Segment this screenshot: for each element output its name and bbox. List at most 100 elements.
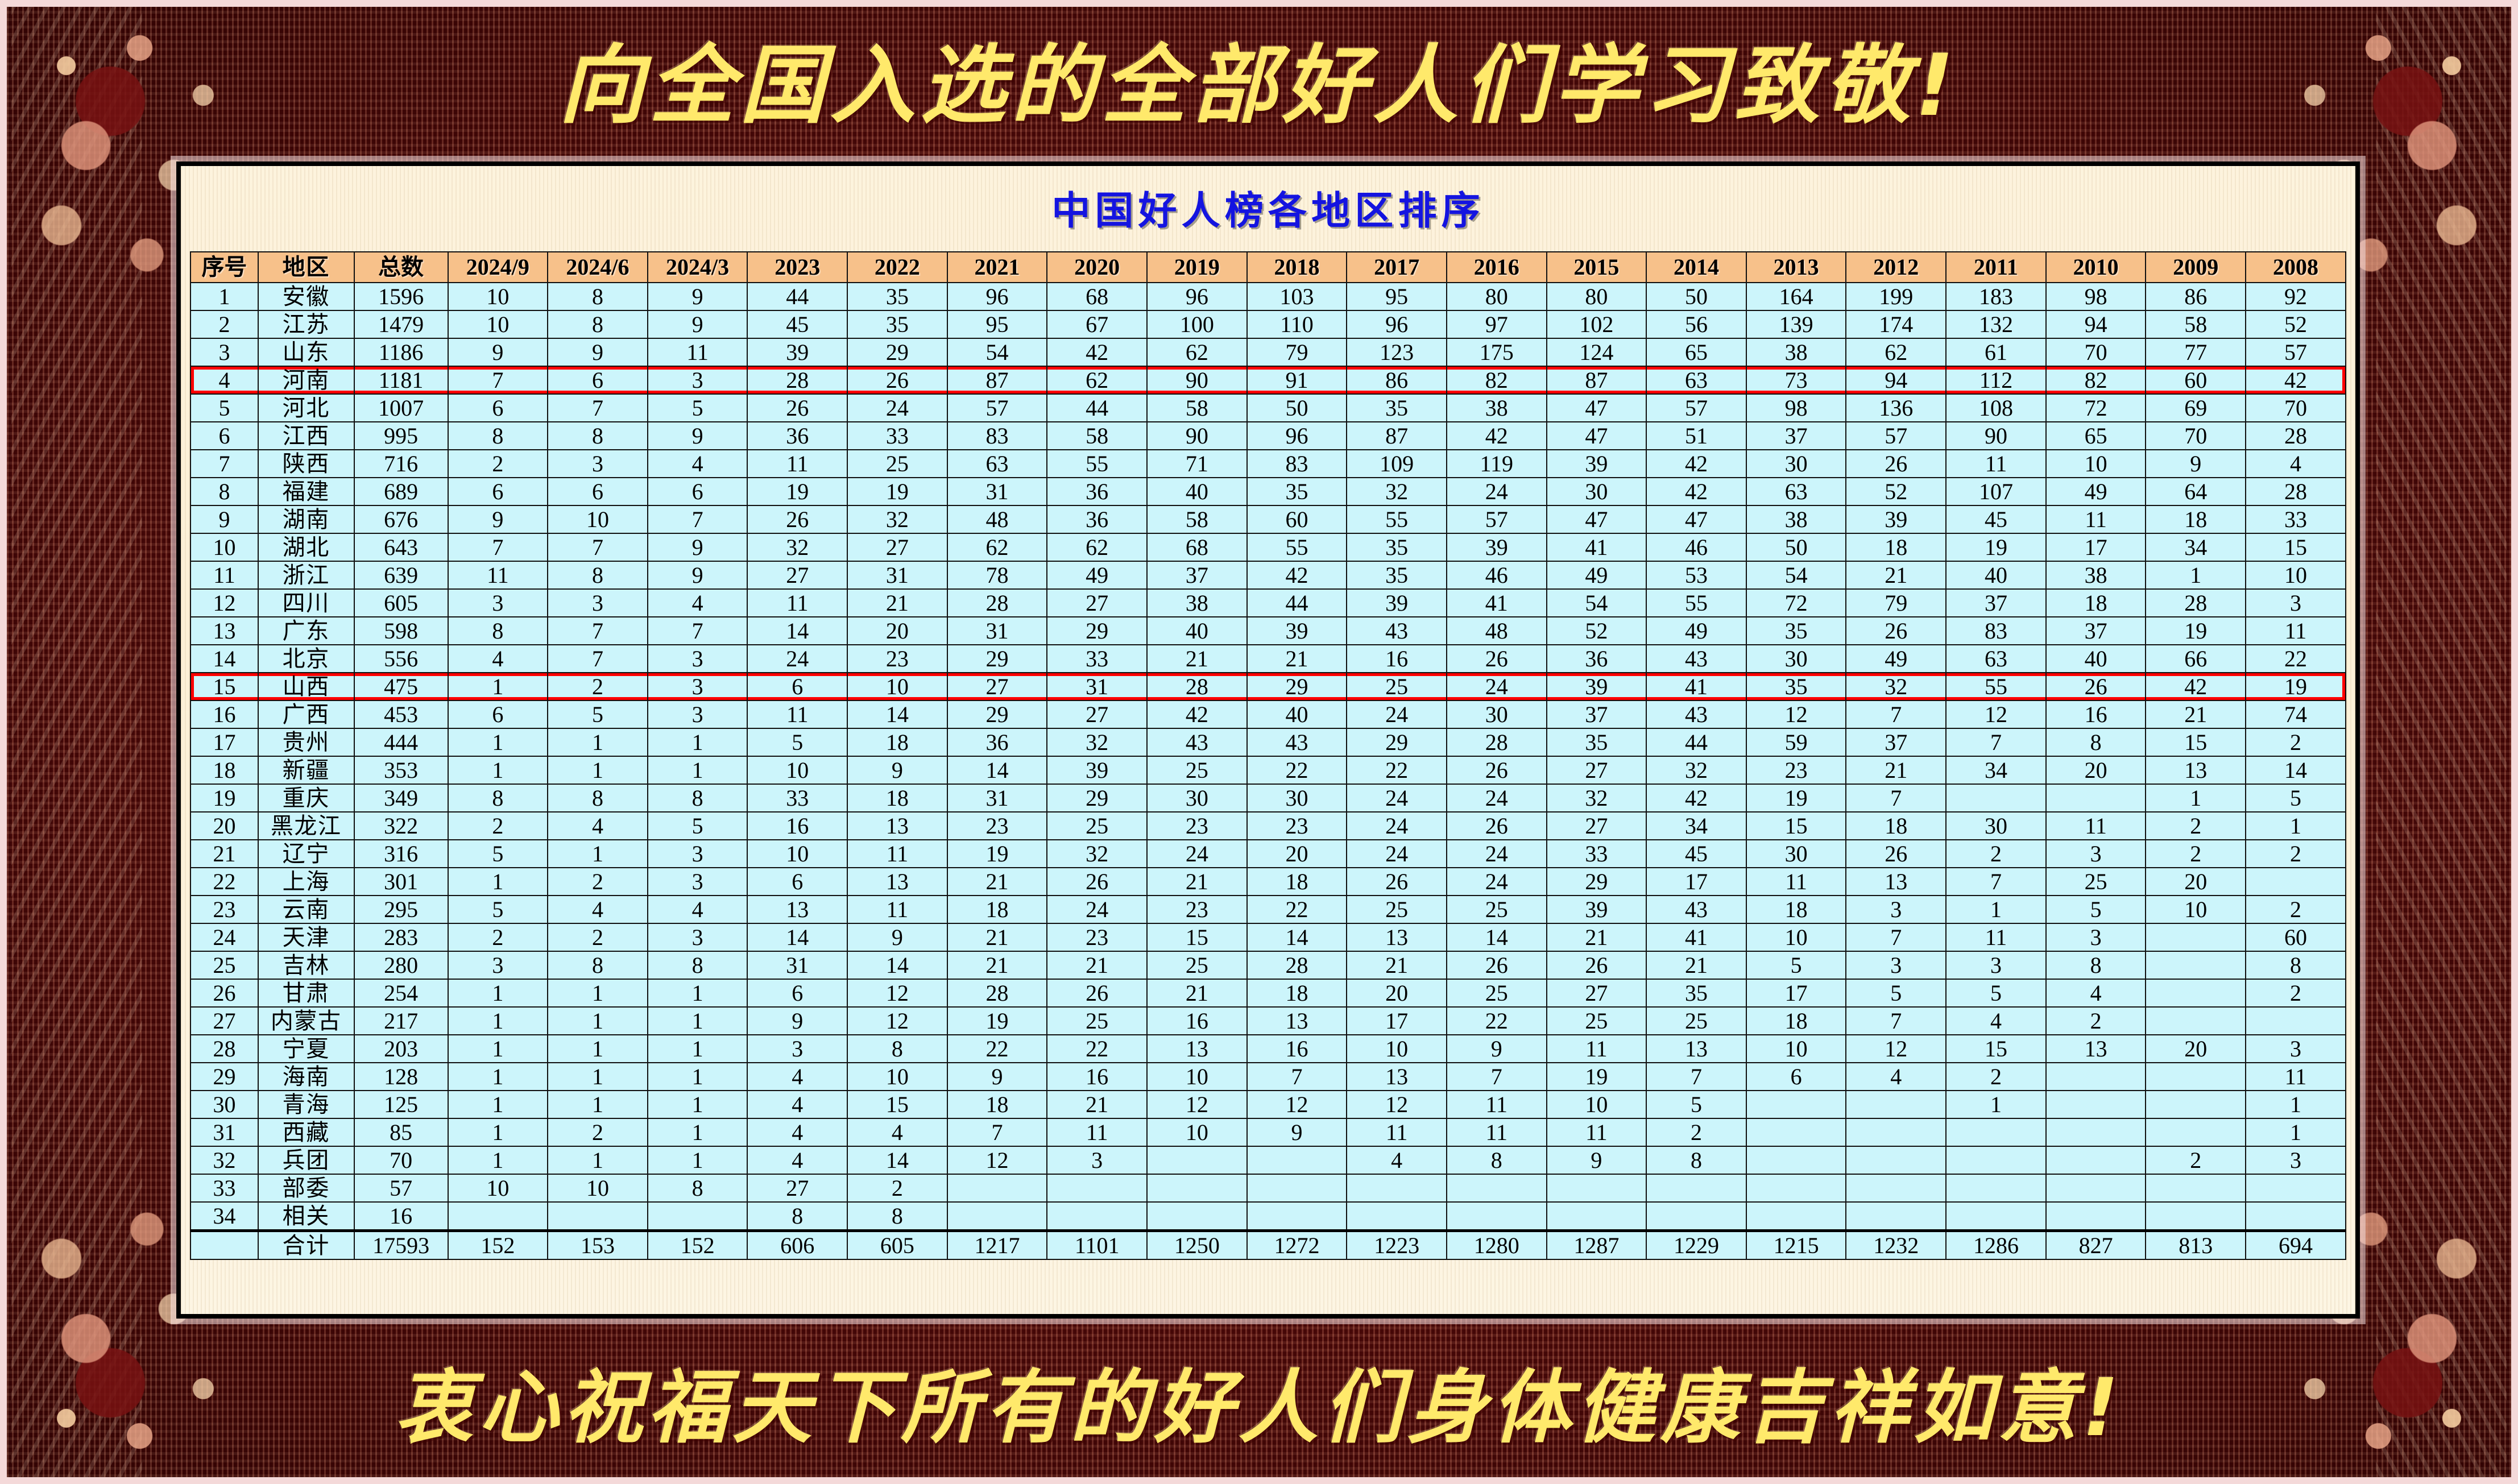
total-row-spacer (190, 1229, 259, 1260)
year-value: 26 (847, 366, 948, 395)
year-value: 39 (1046, 756, 1148, 785)
column-header-20[interactable]: 2009 (2145, 251, 2247, 283)
table-row[interactable]: 16 广西 453 6 5 3 11 14 29 27 42 40 24 30 37 43 12 7 12 16 21 7… (190, 700, 2346, 729)
table-row[interactable]: 30 青海 125 1 1 1 4 15 18 21 12 12 12 11 10 5 1 1 (190, 1090, 2346, 1119)
year-value: 8 (547, 784, 648, 813)
bottom-banner-text: 衷心祝福天下所有的好人们身体健康吉祥如意! (394, 1362, 2124, 1454)
year-value: 11 (847, 895, 948, 924)
table-row[interactable]: 14 北京 556 4 7 3 24 23 29 33 21 21 16 26 36 43 30 49 63 40 66… (190, 644, 2346, 673)
table-row[interactable]: 13 广东 598 8 7 7 14 20 31 29 40 39 43 48 52 49 35 26 83 37 19… (190, 616, 2346, 645)
table-row[interactable]: 5 河北 1007 6 7 5 26 24 57 44 58 50 35 38 47 57 98 136 108 72… (190, 393, 2346, 422)
column-header-21[interactable]: 2008 (2245, 251, 2346, 283)
year-value (1146, 1201, 1248, 1232)
year-value: 14 (847, 951, 948, 980)
table-row[interactable]: 23 云南 295 5 4 4 13 11 18 24 23 22 25 25 39 43 18 3 1 5 10 2 (190, 895, 2346, 924)
column-header-7[interactable]: 2022 (847, 251, 948, 283)
table-row[interactable]: 34 相关 16 8 8 (190, 1201, 2346, 1232)
year-value: 39 (1446, 533, 1547, 562)
year-value: 12 (946, 1146, 1048, 1175)
table-row[interactable]: 3 山东 1186 9 9 11 39 29 54 42 62 79 123 175 124 65 38 62 61… (190, 338, 2346, 367)
year-value: 4 (547, 811, 648, 840)
year-value: 103 (1246, 282, 1348, 311)
year-value: 34 (1646, 811, 1747, 840)
year-value: 70 (2245, 393, 2346, 422)
table-row[interactable]: 26 甘肃 254 1 1 1 6 12 28 26 21 18 20 25 27 35 17 5 5 4 2 (190, 979, 2346, 1008)
year-value: 1 (2145, 561, 2247, 590)
table-row[interactable]: 15 山西 475 1 2 3 6 10 27 31 28 29 25 24 39 41 35 32 55 26 42 1… (190, 672, 2346, 701)
column-header-17[interactable]: 2012 (1845, 251, 1947, 283)
year-value (946, 1174, 1048, 1203)
table-row[interactable]: 27 内蒙古 217 1 1 1 9 12 19 25 16 13 17 22 25 25 18 7 4 2 (190, 1006, 2346, 1035)
year-value: 10 (547, 505, 648, 534)
table-row[interactable]: 22 上海 301 1 2 3 6 13 21 26 21 18 26 24 29 17 11 13 7 25 20 (190, 867, 2346, 896)
year-value: 90 (1146, 421, 1248, 450)
column-header-18[interactable]: 2011 (1945, 251, 2047, 283)
table-row[interactable]: 25 吉林 280 3 8 8 31 14 21 21 25 28 21 26 26 21 5 3 3 8 8 (190, 951, 2346, 980)
table-row[interactable]: 18 新疆 353 1 1 1 10 9 14 39 25 22 22 26 27 32 23 21 34 20 13 1… (190, 756, 2346, 785)
year-value: 32 (847, 505, 948, 534)
year-value: 19 (847, 477, 948, 506)
year-value: 3 (1845, 895, 1947, 924)
year-value: 26 (1046, 867, 1148, 896)
table-row[interactable]: 6 江西 995 8 8 9 36 33 83 58 90 96 87 42 47 51 37 57 90 65 70 2… (190, 421, 2346, 450)
year-value: 6 (747, 867, 848, 896)
table-row[interactable]: 31 西藏 85 1 2 1 4 4 7 11 10 9 11 11 11 2 1 (190, 1118, 2346, 1147)
table-row[interactable]: 12 四川 605 3 3 4 11 21 28 27 38 44 39 41 54 55 72 79 37 18 28… (190, 588, 2346, 617)
year-value: 136 (1845, 393, 1947, 422)
column-header-13[interactable]: 2016 (1446, 251, 1547, 283)
column-header-15[interactable]: 2014 (1646, 251, 1747, 283)
table-row[interactable]: 21 辽宁 316 5 1 3 10 11 19 32 24 20 24 24 33 45 30 26 2 3 2 2 (190, 839, 2346, 868)
year-value: 15 (2245, 533, 2346, 562)
column-header-6[interactable]: 2023 (747, 251, 848, 283)
table-row[interactable]: 20 黑龙江 322 2 4 5 16 13 23 25 23 23 24 26 27 34 15 18 30 11 2… (190, 811, 2346, 840)
table-row[interactable]: 10 湖北 643 7 7 9 32 27 62 62 68 55 35 39 41 46 50 18 19 17 34… (190, 533, 2346, 562)
region-total: 125 (353, 1090, 449, 1119)
table-row[interactable]: 8 福建 689 6 6 6 19 19 31 36 40 35 32 24 30 42 63 52 107 49 64… (190, 477, 2346, 506)
year-value: 20 (847, 616, 948, 645)
table-row[interactable]: 2 江苏 1479 10 8 9 45 35 95 67 100 110 96 97 102 56 139 174… (190, 310, 2346, 339)
table-row[interactable]: 4 河南 1181 7 6 3 28 26 87 62 90 91 86 82 87 63 73 94 112 82 6… (190, 366, 2346, 395)
year-value: 6 (647, 477, 748, 506)
row-index: 25 (190, 951, 259, 980)
column-header-4[interactable]: 2024/6 (547, 251, 648, 283)
column-header-14[interactable]: 2015 (1546, 251, 1647, 283)
year-value: 70 (2045, 338, 2147, 367)
table-row[interactable]: 11 浙江 639 11 8 9 27 31 78 49 37 42 35 46 49 53 54 21 40 38 1… (190, 561, 2346, 590)
year-value: 10 (1745, 923, 1847, 952)
column-header-2[interactable]: 总数 (353, 251, 449, 283)
table-row[interactable]: 17 贵州 444 1 1 1 5 18 36 32 43 43 29 28 35 44 59 37 7 8 15 2 (190, 728, 2346, 757)
year-value: 8 (447, 421, 549, 450)
column-header-11[interactable]: 2018 (1246, 251, 1348, 283)
table-row[interactable]: 33 部委 57 10 10 8 27 2 (190, 1174, 2346, 1203)
year-value: 22 (1246, 756, 1348, 785)
table-row[interactable]: 7 陕西 716 2 3 4 11 25 63 55 71 83 109 119 39 42 30 26 11 10 9… (190, 449, 2346, 478)
column-header-9[interactable]: 2020 (1046, 251, 1148, 283)
year-value: 27 (847, 533, 948, 562)
year-value: 57 (2245, 338, 2346, 367)
year-value: 38 (1745, 505, 1847, 534)
column-header-0[interactable]: 序号 (190, 251, 259, 283)
table-row[interactable]: 1 安徽 1596 10 8 9 44 35 96 68 96 103 95 80 80 50 164 199 18… (190, 282, 2346, 311)
table-row[interactable]: 29 海南 128 1 1 1 4 10 9 16 10 7 13 7 19 7 6 4 2 11 (190, 1062, 2346, 1091)
year-value: 28 (1246, 951, 1348, 980)
column-header-1[interactable]: 地区 (257, 251, 355, 283)
region-total: 57 (353, 1174, 449, 1203)
year-value: 109 (1346, 449, 1447, 478)
year-value: 69 (2145, 393, 2247, 422)
column-header-8[interactable]: 2021 (946, 251, 1048, 283)
column-header-10[interactable]: 2019 (1146, 251, 1248, 283)
column-header-16[interactable]: 2013 (1745, 251, 1847, 283)
table-row[interactable]: 32 兵团 70 1 1 1 4 14 12 3 4 8 9 8 2 3 (190, 1146, 2346, 1175)
year-value: 80 (1546, 282, 1647, 311)
year-value: 8 (647, 784, 748, 813)
table-row[interactable]: 9 湖南 676 9 10 7 26 32 48 36 58 60 55 57 47 47 38 39 45 11 18… (190, 505, 2346, 534)
year-value: 67 (1046, 310, 1148, 339)
table-row[interactable]: 19 重庆 349 8 8 8 33 18 31 29 30 30 24 24 32 42 19 7 1 5 (190, 784, 2346, 813)
row-index: 4 (190, 366, 259, 395)
column-header-5[interactable]: 2024/3 (647, 251, 748, 283)
column-header-12[interactable]: 2017 (1346, 251, 1447, 283)
table-row[interactable]: 24 天津 283 2 2 3 14 9 21 23 15 14 13 14 21 41 10 7 11 3 60 (190, 923, 2346, 952)
column-header-3[interactable]: 2024/9 (447, 251, 549, 283)
column-header-19[interactable]: 2010 (2045, 251, 2147, 283)
table-row[interactable]: 28 宁夏 203 1 1 1 3 8 22 22 13 16 10 9 11 13 10 12 15 13 20 3 (190, 1034, 2346, 1063)
